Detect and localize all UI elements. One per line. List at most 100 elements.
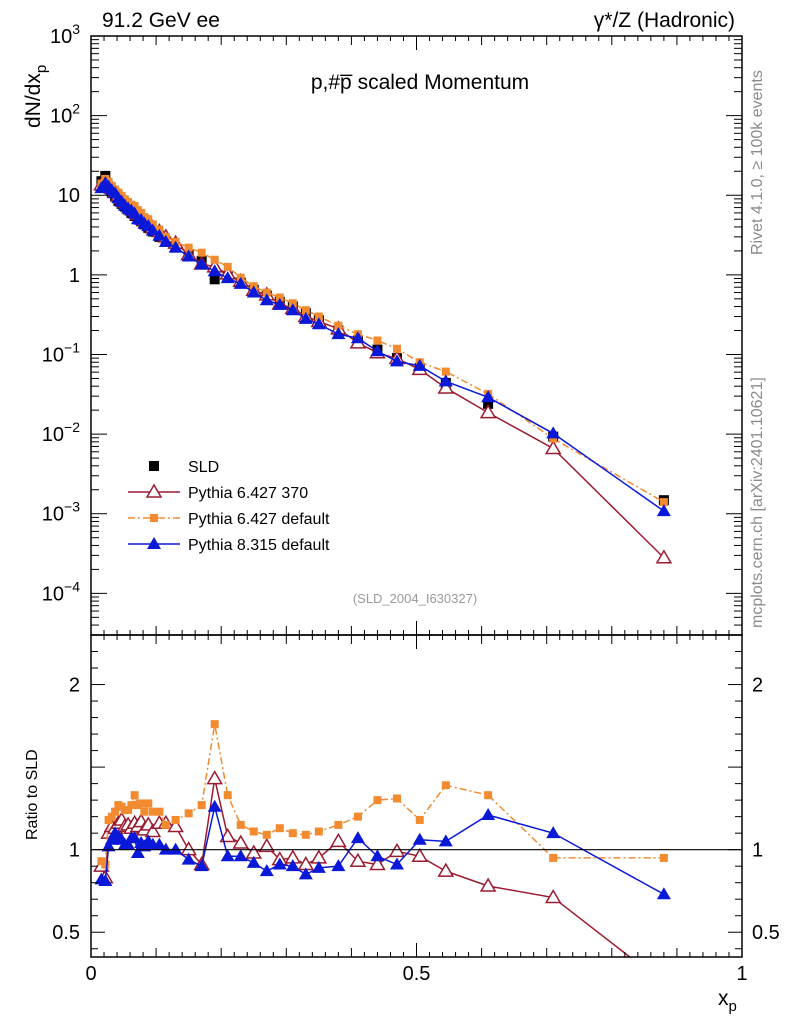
ratio-point-p6_370 [369, 856, 386, 871]
data-point-p6_def [130, 202, 139, 211]
top-panel-series [93, 170, 673, 564]
ratio-point-p6_def [262, 830, 271, 839]
data-point-p8_def [412, 358, 427, 371]
data-point-p8_def [546, 426, 561, 439]
data-point-p8_def [389, 354, 404, 367]
data-point-p8_def [272, 297, 287, 310]
ratio-point-p6_def [288, 829, 297, 838]
ratio-tick-label-left: 2 [69, 675, 80, 697]
ratio-point-p6_def [137, 799, 146, 808]
ratio-point-p6_370 [167, 818, 184, 833]
ratio-point-p6_def [197, 801, 206, 810]
legend-item-sld: SLD [149, 459, 219, 476]
y-tick-label: 10−3 [42, 499, 80, 526]
data-point-p6_def [301, 306, 310, 315]
legend-label-p8_def: Pythia 8.315 default [188, 537, 330, 554]
ratio-point-p8_def [370, 849, 385, 862]
ratio-point-p8_def [104, 832, 119, 845]
legend-label-sld: SLD [188, 459, 219, 476]
ratio-point-p6_def [127, 801, 136, 810]
ratio-tick-label-left: 1 [69, 840, 80, 862]
ratio-point-p6_def [107, 812, 116, 821]
data-point-p8_def [438, 374, 453, 387]
ratio-point-p8_def [98, 874, 113, 887]
ratio-point-p6_def [415, 815, 424, 824]
ratio-point-p6_def [155, 807, 164, 816]
data-point-p6_def [197, 248, 206, 257]
ratio-tick-label-left: 0.5 [52, 922, 80, 944]
ratio-point-p6_def [249, 827, 258, 836]
ratio-point-p6_def [223, 791, 232, 800]
ratio-point-p8_def [331, 859, 346, 872]
data-point-p6_def [184, 243, 193, 252]
ratio-series-p6_370 [93, 770, 632, 957]
data-point-p6_def [210, 255, 219, 264]
data-point-p8_def [194, 257, 209, 270]
analysis-reference: (SLD_2004_I630327) [353, 591, 477, 606]
ratio-point-p8_def [168, 842, 183, 855]
ratio-point-p8_def [158, 842, 173, 855]
data-point-p6_def [392, 344, 401, 353]
x-tick-label: 0 [85, 963, 96, 985]
ratio-point-p6_def [171, 815, 180, 824]
data-point-sld [483, 398, 494, 409]
data-point-p8_def [311, 317, 326, 330]
data-point-p8_def [152, 228, 167, 241]
ratio-point-p6_def [101, 860, 110, 869]
ratio-series-p6_def [97, 720, 668, 869]
data-point-p8_def [331, 327, 346, 340]
data-point-p8_def [350, 331, 365, 344]
data-point-p6_def [262, 288, 271, 297]
data-point-p8_def [481, 390, 496, 403]
data-point-p6_def [275, 293, 284, 302]
ratio-point-p6_def [549, 853, 558, 862]
ratio-point-p6_def [144, 799, 153, 808]
legend-item-p6_370: Pythia 6.427 370 [128, 483, 308, 502]
y-tick-label: 103 [50, 21, 80, 48]
data-point-p6_370 [479, 404, 497, 419]
data-point-p8_def [220, 271, 235, 284]
ratio-point-p8_def [350, 831, 365, 844]
data-point-p6_370 [544, 439, 562, 455]
ratio-point-p6_def [111, 807, 120, 816]
ratio-point-p6_370 [232, 834, 250, 849]
ratio-point-p8_def [311, 860, 326, 873]
data-point-p8_def [168, 240, 183, 253]
legend-item-p6_def: Pythia 6.427 default [128, 511, 330, 528]
ratio-tick-label-right: 1 [752, 840, 763, 862]
ratio-point-p6_def [148, 807, 157, 816]
ratio-point-p6_370 [411, 847, 429, 863]
ratio-point-p6_370 [388, 842, 406, 858]
ratio-point-p6_370 [258, 837, 276, 853]
data-point-p8_def [145, 223, 160, 236]
ratio-panel-series [93, 720, 671, 957]
data-point-p8_def [259, 293, 274, 306]
ratio-point-p6_def [659, 853, 668, 862]
ratio-point-p8_def [233, 849, 248, 862]
plot-title: p,#p̅ scaled Momentum [311, 71, 529, 94]
ratio-point-p6_def [392, 794, 401, 803]
series-line-p6_370 [101, 181, 665, 559]
ratio-point-p8_def [272, 857, 287, 870]
ratio-tick-label-right: 2 [752, 675, 763, 697]
ratio-point-p6_370 [349, 852, 367, 867]
ratio-point-p6_370 [479, 877, 497, 892]
ratio-point-p6_370 [544, 889, 562, 904]
series-p8_def [94, 176, 671, 517]
legend-marker-sld [149, 461, 159, 471]
ratio-point-p8_def [207, 799, 222, 812]
ratio-point-p8_def [259, 864, 274, 877]
ratio-point-p6_def [334, 820, 343, 829]
legend-item-p8_def: Pythia 8.315 default [128, 537, 330, 554]
ratio-point-p6_def [484, 791, 493, 800]
y-tick-label: 10 [58, 185, 80, 207]
ratio-point-p6_def [314, 827, 323, 836]
ratio-point-p8_def [194, 859, 209, 872]
data-point-p8_def [298, 311, 313, 324]
ratio-point-p6_def [130, 791, 139, 800]
y-tick-label: 10−4 [42, 578, 80, 605]
data-point-p8_def [207, 264, 222, 277]
ratio-point-p6_def [275, 824, 284, 833]
data-point-sld [209, 274, 220, 285]
ratio-point-p6_def [301, 830, 310, 839]
